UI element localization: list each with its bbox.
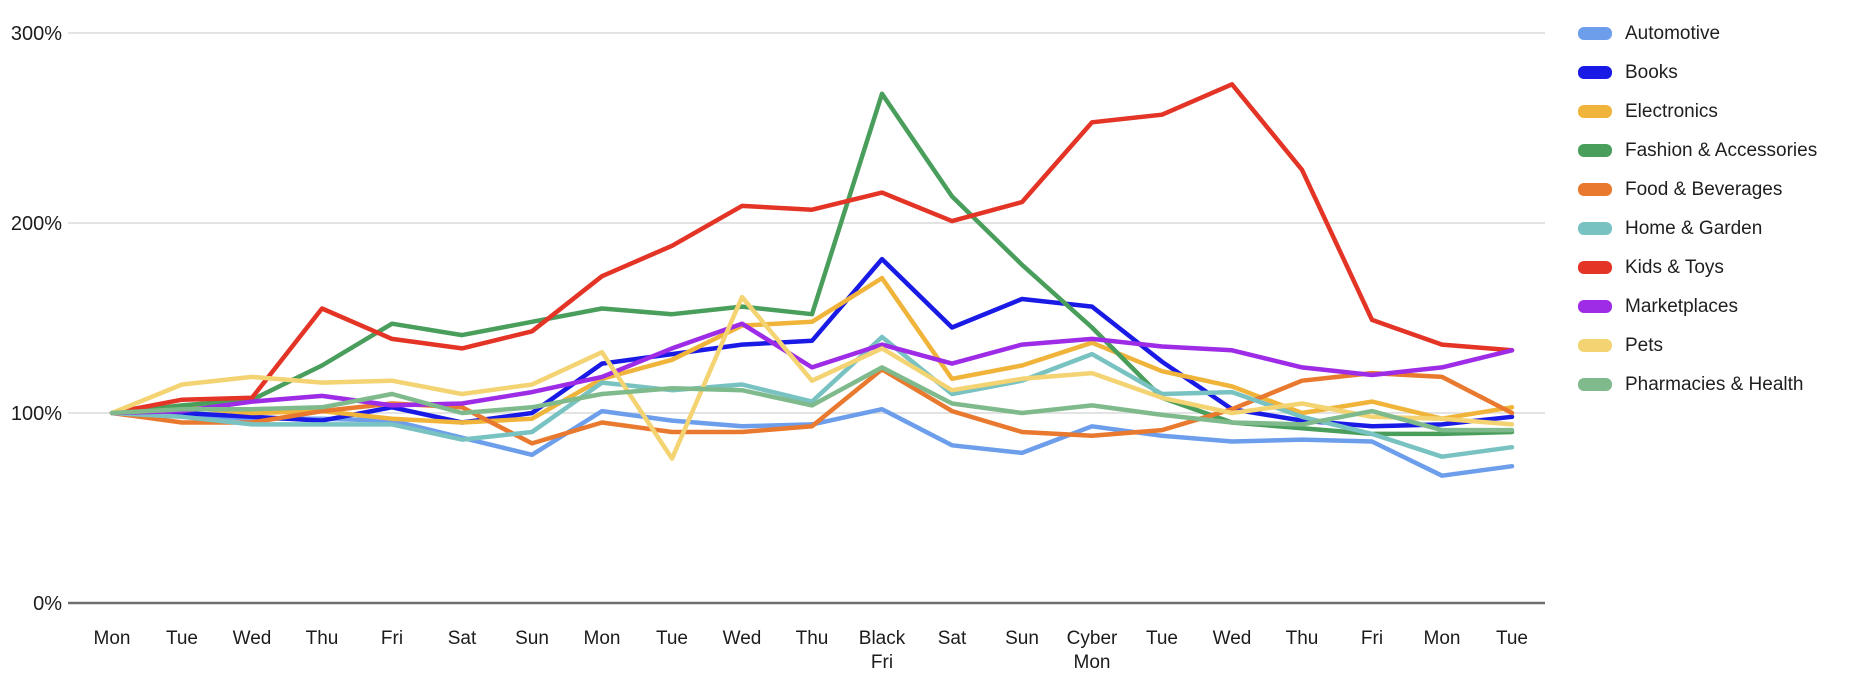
x-axis-label: Mon [94,628,131,649]
legend-swatch-home-garden [1578,222,1612,235]
chart-legend: Automotive Books Electronics Fashion & Acce… [1578,14,1848,404]
x-axis-label: Tue [656,628,688,649]
legend-swatch-pharmacies-health [1578,378,1612,391]
x-axis-label: Wed [1213,628,1252,649]
legend-item-marketplaces[interactable]: Marketplaces [1578,287,1848,326]
x-axis-label: Sat [448,628,477,649]
legend-item-home-garden[interactable]: Home & Garden [1578,209,1848,248]
series-line-food-beverages[interactable] [109,367,1515,446]
legend-label: Marketplaces [1625,295,1738,317]
legend-item-books[interactable]: Books [1578,53,1848,92]
legend-swatch-pets [1578,339,1612,352]
x-axis-label: Sun [515,628,549,649]
x-axis-label: Fri [871,652,893,673]
legend-item-electronics[interactable]: Electronics [1578,92,1848,131]
x-axis-label: Black [859,628,906,649]
x-axis-label: Tue [1496,628,1528,649]
legend-item-pharmacies-health[interactable]: Pharmacies & Health [1578,365,1848,404]
y-axis-tick-label: 0% [33,593,62,615]
x-axis-label: Thu [1286,628,1319,649]
legend-label: Kids & Toys [1625,256,1724,278]
y-axis-tick-label: 200% [11,213,62,235]
y-axis-tick-label: 300% [11,23,62,45]
legend-item-food-beverages[interactable]: Food & Beverages [1578,170,1848,209]
x-axis-label: Mon [1424,628,1461,649]
legend-swatch-food-beverages [1578,183,1612,196]
legend-label: Fashion & Accessories [1625,139,1818,161]
legend-swatch-electronics [1578,105,1612,118]
legend-item-automotive[interactable]: Automotive [1578,14,1848,53]
x-axis-label: Cyber [1067,628,1118,649]
x-axis-label: Wed [723,628,762,649]
series-line-pharmacies-health[interactable] [109,365,1515,433]
legend-item-pets[interactable]: Pets [1578,326,1848,365]
legend-label: Automotive [1625,22,1721,44]
series-line-electronics[interactable] [109,275,1515,425]
x-axis-label: Thu [796,628,829,649]
legend-label: Home & Garden [1625,217,1763,239]
x-axis-label: Tue [166,628,198,649]
legend-label: Books [1625,61,1678,83]
series-line-marketplaces[interactable] [109,321,1515,416]
x-axis-label: Mon [1074,652,1111,673]
y-axis-tick-label: 100% [11,403,62,425]
legend-label: Food & Beverages [1625,178,1783,200]
legend-swatch-kids-toys [1578,261,1612,274]
legend-swatch-automotive [1578,27,1612,40]
x-axis-label: Tue [1146,628,1178,649]
x-axis-label: Sun [1005,628,1039,649]
series-line-pets[interactable] [109,294,1515,461]
x-axis-label: Fri [1361,628,1383,649]
series-line-kids-toys[interactable] [109,82,1515,416]
legend-swatch-marketplaces [1578,300,1612,313]
x-axis-label: Sat [938,628,967,649]
legend-item-fashion-accessories[interactable]: Fashion & Accessories [1578,131,1848,170]
legend-item-kids-toys[interactable]: Kids & Toys [1578,248,1848,287]
legend-swatch-fashion-accessories [1578,144,1612,157]
series-line-books[interactable] [109,256,1515,429]
series-line-fashion-accessories[interactable] [109,91,1515,437]
legend-swatch-books [1578,66,1612,79]
legend-label: Pets [1625,334,1664,356]
x-axis-label: Mon [584,628,621,649]
x-axis-label: Wed [233,628,272,649]
x-axis-label: Fri [381,628,403,649]
legend-label: Electronics [1625,100,1718,122]
x-axis-label: Thu [306,628,339,649]
legend-label: Pharmacies & Health [1625,373,1804,395]
